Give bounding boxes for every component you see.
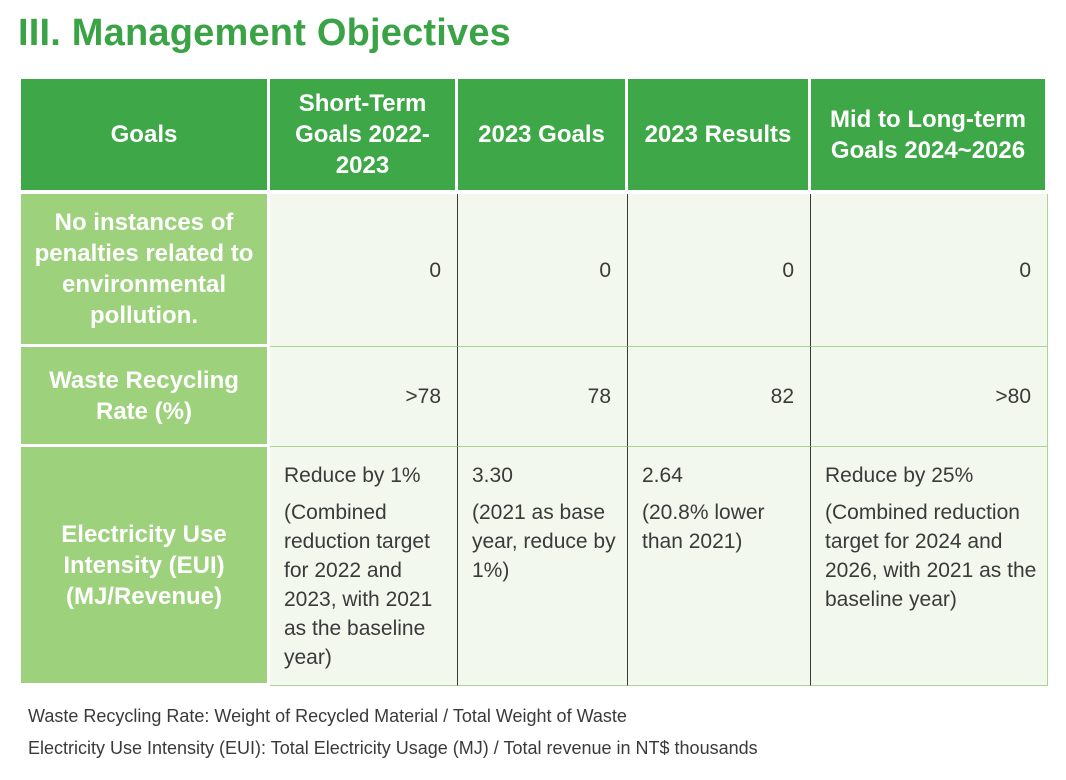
goals-2023-value: 3.30 (2021 as base year, reduce by 1%) [458, 447, 628, 686]
management-objectives-table: Goals Short-Term Goals 2022-2023 2023 Go… [18, 76, 1048, 686]
mid-long-term-value: >80 [811, 347, 1048, 447]
header-mid-long-term: Mid to Long-term Goals 2024~2026 [811, 76, 1048, 194]
footnote-eui: Electricity Use Intensity (EUI): Total E… [28, 738, 758, 758]
row-goal-label: Electricity Use Intensity (EUI) (MJ/Reve… [18, 447, 270, 686]
short-term-note: (Combined reduction target for 2022 and … [284, 501, 433, 669]
header-2023-goals: 2023 Goals [458, 76, 628, 194]
table-row: Waste Recycling Rate (%) >78 78 82 >80 [18, 347, 1048, 447]
mid-long-term-main: Reduce by 25% [825, 464, 974, 487]
row-goal-label: Waste Recycling Rate (%) [18, 347, 270, 447]
goals-2023-value: 0 [458, 194, 628, 347]
header-short-term: Short-Term Goals 2022-2023 [270, 76, 458, 194]
results-2023-value: 0 [628, 194, 811, 347]
short-term-value: Reduce by 1% (Combined reduction target … [270, 447, 458, 686]
results-2023-note: (20.8% lower than 2021) [642, 501, 765, 553]
goals-2023-note: (2021 as base year, reduce by 1%) [472, 501, 616, 582]
table-header-row: Goals Short-Term Goals 2022-2023 2023 Go… [18, 76, 1048, 194]
row-goal-label: No instances of penalties related to env… [18, 194, 270, 347]
short-term-value: >78 [270, 347, 458, 447]
results-2023-value: 82 [628, 347, 811, 447]
mid-long-term-value: 0 [811, 194, 1048, 347]
goals-2023-value: 78 [458, 347, 628, 447]
table-row: Electricity Use Intensity (EUI) (MJ/Reve… [18, 447, 1048, 686]
header-2023-results: 2023 Results [628, 76, 811, 194]
footnote-waste-recycling: Waste Recycling Rate: Weight of Recycled… [28, 706, 627, 726]
short-term-value: 0 [270, 194, 458, 347]
header-goals: Goals [18, 76, 270, 194]
results-2023-value: 2.64 (20.8% lower than 2021) [628, 447, 811, 686]
page-title: III. Management Objectives [18, 12, 512, 54]
short-term-main: Reduce by 1% [284, 464, 421, 487]
results-2023-main: 2.64 [642, 464, 683, 487]
mid-long-term-note: (Combined reduction target for 2024 and … [825, 501, 1037, 611]
table-row: No instances of penalties related to env… [18, 194, 1048, 347]
goals-2023-main: 3.30 [472, 464, 513, 487]
mid-long-term-value: Reduce by 25% (Combined reduction target… [811, 447, 1048, 686]
